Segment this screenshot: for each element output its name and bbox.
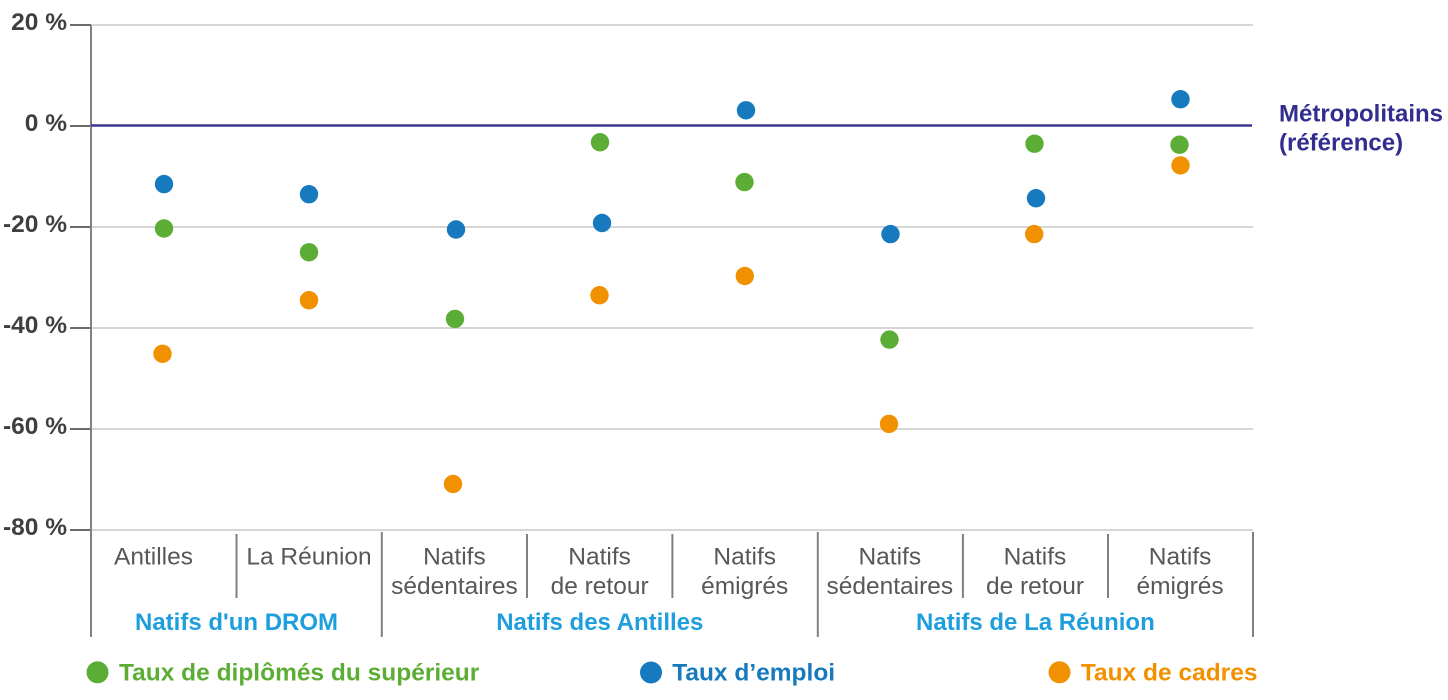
svg-text:Natifs de La Réunion: Natifs de La Réunion bbox=[916, 609, 1155, 636]
svg-text:Natifs des Antilles: Natifs des Antilles bbox=[496, 609, 703, 636]
svg-text:Natifs: Natifs bbox=[568, 544, 631, 571]
svg-text:Natifs: Natifs bbox=[858, 544, 921, 571]
svg-text:-20 %: -20 % bbox=[3, 211, 67, 238]
svg-text:de retour: de retour bbox=[986, 573, 1084, 600]
svg-text:(référence): (référence) bbox=[1279, 130, 1403, 157]
svg-text:Natifs: Natifs bbox=[713, 544, 776, 571]
svg-text:-80 %: -80 % bbox=[3, 514, 67, 541]
svg-text:20 %: 20 % bbox=[11, 9, 67, 36]
svg-text:-60 %: -60 % bbox=[3, 413, 67, 440]
svg-text:0 %: 0 % bbox=[25, 110, 67, 137]
svg-text:émigrés: émigrés bbox=[701, 573, 788, 600]
svg-text:Natifs: Natifs bbox=[423, 544, 486, 571]
svg-text:Natifs: Natifs bbox=[1149, 544, 1212, 571]
svg-text:Taux de diplômés du supérieur: Taux de diplômés du supérieur bbox=[119, 660, 480, 687]
svg-text:La Réunion: La Réunion bbox=[246, 544, 371, 571]
svg-text:émigrés: émigrés bbox=[1137, 573, 1224, 600]
svg-text:Natifs: Natifs bbox=[1004, 544, 1067, 571]
svg-text:sédentaires: sédentaires bbox=[826, 573, 953, 600]
svg-text:Antilles: Antilles bbox=[114, 544, 193, 571]
svg-text:de retour: de retour bbox=[551, 573, 649, 600]
svg-text:Natifs d'un DROM: Natifs d'un DROM bbox=[135, 609, 338, 636]
svg-text:-40 %: -40 % bbox=[3, 312, 67, 339]
svg-text:Taux d’emploi: Taux d’emploi bbox=[672, 660, 835, 687]
svg-text:sédentaires: sédentaires bbox=[391, 573, 518, 600]
svg-text:Taux de cadres: Taux de cadres bbox=[1081, 660, 1258, 687]
svg-text:Métropolitains: Métropolitains bbox=[1279, 101, 1443, 128]
